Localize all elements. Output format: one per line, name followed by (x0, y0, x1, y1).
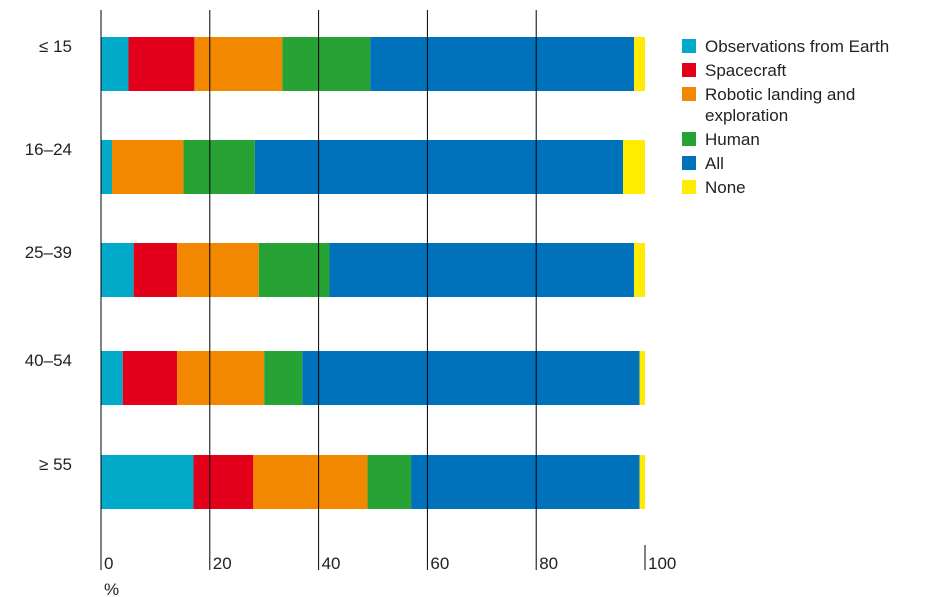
legend-swatch-1 (682, 63, 696, 77)
legend-label-5: None (705, 178, 746, 197)
x-axis-label: % (104, 580, 119, 597)
legend-swatch-4 (682, 156, 696, 170)
x-tick-label-3: 60 (430, 554, 449, 573)
bar-segment-4-0 (101, 455, 194, 509)
bar-segment-0-2 (194, 37, 283, 91)
x-tick-labels: 0 20 40 60 80 100 (104, 554, 676, 573)
bar-segment-4-3 (367, 455, 412, 509)
bar-segment-1-0 (101, 140, 112, 194)
x-tick-label-2: 40 (322, 554, 341, 573)
legend-swatch-2 (682, 87, 696, 101)
bar-segment-1-2 (111, 140, 184, 194)
bar-segment-2-1 (133, 243, 178, 297)
bar-segment-2-4 (329, 243, 635, 297)
bar-segment-3-4 (302, 351, 640, 405)
legend-swatch-3 (682, 132, 696, 146)
bar-segment-3-3 (264, 351, 303, 405)
bar-segment-2-2 (177, 243, 259, 297)
legend-swatch-5 (682, 180, 696, 194)
bar-segment-1-4 (254, 140, 624, 194)
category-labels: ≤ 15 16–24 25–39 40–54 ≥ 55 (25, 37, 72, 474)
bar-segment-0-3 (282, 37, 371, 91)
bar-segment-4-5 (639, 455, 645, 509)
category-label-3: 40–54 (25, 351, 72, 370)
category-label-0: ≤ 15 (39, 37, 72, 56)
bar-segment-4-4 (411, 455, 640, 509)
legend: Observations from Earth Spacecraft Robotic… (682, 37, 889, 197)
bar-segment-3-0 (101, 351, 123, 405)
bar-segment-4-1 (193, 455, 254, 509)
bar-segment-2-5 (634, 243, 645, 297)
bar-segment-4-2 (253, 455, 368, 509)
bar-segment-1-5 (623, 140, 645, 194)
bar-segment-0-1 (128, 37, 195, 91)
legend-label-2: Robotic landing and exploration (705, 85, 855, 125)
x-tick-label-1: 20 (213, 554, 232, 573)
bar-segment-0-0 (101, 37, 129, 91)
legend-label-0: Observations from Earth (705, 37, 889, 56)
bar-segment-3-2 (177, 351, 265, 405)
legend-label-1: Spacecraft (705, 61, 787, 80)
x-tick-label-0: 0 (104, 554, 113, 573)
x-tick-label-5: 100 (648, 554, 676, 573)
bar-segment-3-1 (122, 351, 178, 405)
category-label-4: ≥ 55 (39, 455, 72, 474)
gridlines (100, 10, 646, 570)
bar-segment-0-5 (634, 37, 645, 91)
legend-label-4: All (705, 154, 724, 173)
bar-segment-0-4 (370, 37, 635, 91)
bar-segment-2-3 (258, 243, 330, 297)
category-label-1: 16–24 (25, 140, 72, 159)
legend-swatch-0 (682, 39, 696, 53)
bar-segment-2-0 (101, 243, 134, 297)
category-label-2: 25–39 (25, 243, 72, 262)
bar-segment-1-3 (183, 140, 255, 194)
bar-segment-3-5 (639, 351, 645, 405)
bars (101, 37, 645, 509)
x-tick-label-4: 80 (539, 554, 558, 573)
legend-label-3: Human (705, 130, 760, 149)
